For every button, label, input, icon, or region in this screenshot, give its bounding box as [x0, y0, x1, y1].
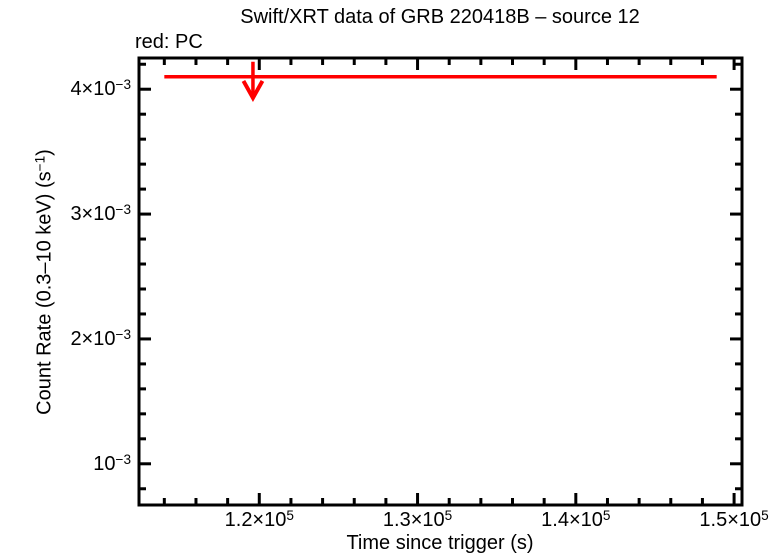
x-tick-label: 1.2×105 — [224, 507, 294, 531]
y-tick-label: 10−3 — [93, 451, 131, 475]
y-axis-title-text: Count Rate (0.3–10 keV) (s — [33, 171, 56, 415]
x-tick-label: 1.4×105 — [541, 507, 611, 531]
y-axis-title-sup: −1 — [32, 155, 48, 172]
y-tick-label: 3×10−3 — [70, 201, 131, 226]
y-axis-title: Count Rate (0.3–10 keV) (s−1) — [32, 149, 57, 415]
x-tick-label: 1.3×105 — [382, 507, 453, 531]
chart-title: Swift/XRT data of GRB 220418B – source 1… — [240, 6, 640, 28]
plot-frame — [137, 56, 744, 507]
pc-upper-limit-arrowhead — [241, 79, 265, 103]
y-tick-label: 4×10−3 — [70, 77, 131, 101]
legend-label-pc: red: PC — [135, 31, 203, 53]
x-axis-title: Time since trigger (s) — [346, 532, 534, 554]
y-tick-label: 2×10−3 — [70, 326, 131, 350]
x-tick-label: 1.5×105 — [699, 507, 769, 531]
